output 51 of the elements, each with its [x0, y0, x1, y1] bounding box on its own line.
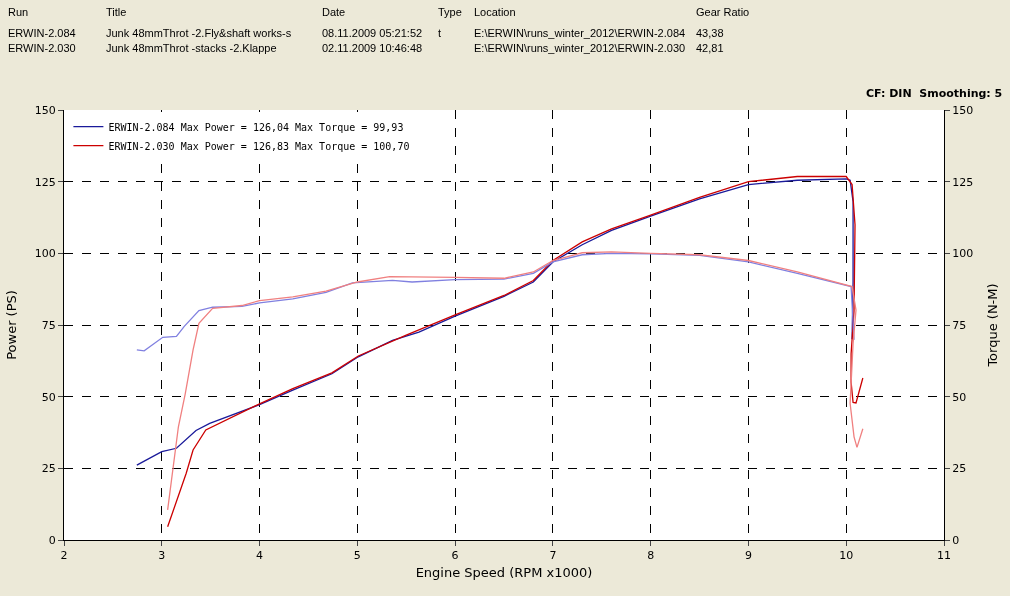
x-tick-label: 3	[158, 549, 166, 563]
text: 08.11.2009 05:21:52	[322, 27, 423, 39]
y-tick-label: 100	[34, 247, 56, 261]
y2-tick-label: 0	[952, 533, 960, 547]
text: Type	[438, 6, 462, 18]
y2-tick-label: 150	[952, 103, 974, 117]
legend-label: ERWIN-2.084 Max Power = 126,04 Max Torque = 99,93	[108, 121, 404, 133]
text: 43,38	[696, 27, 724, 39]
text: Title	[106, 6, 127, 18]
x-tick-label: 4	[256, 549, 264, 563]
y-tick-label: 0	[48, 533, 56, 547]
text: Junk 48mmThrot -2.Fly&shaft works-s	[106, 27, 292, 39]
y-axis-title: Power (PS)	[3, 290, 19, 360]
line-series	[166, 175, 864, 528]
y-tick-label: 75	[41, 318, 56, 332]
y2-tick-label: 125	[952, 175, 974, 189]
text: Run	[8, 6, 29, 18]
x-tick-label: 6	[451, 549, 459, 563]
x-tick-label: 5	[353, 549, 361, 563]
y-tick-label: 50	[41, 390, 56, 404]
y-tick-label: 125	[34, 175, 56, 189]
text: t	[438, 27, 442, 39]
legend-label: ERWIN-2.030 Max Power = 126,83 Max Torque = 100,70	[108, 140, 410, 152]
y2-tick-label: 50	[952, 390, 967, 404]
text: ERWIN-2.084	[8, 27, 76, 39]
y2-tick-label: 25	[952, 462, 967, 476]
y2-tick-label: 75	[952, 318, 967, 332]
line-series	[136, 252, 855, 352]
text: E:\ERWIN\runs_winter_2012\ERWIN-2.084	[474, 27, 686, 39]
text: Date	[322, 6, 346, 18]
text: ERWIN-2.030	[8, 42, 76, 54]
line-series	[136, 178, 854, 466]
text: 02.11.2009 10:46:48	[322, 42, 423, 54]
y2-axis-title: Torque (N-M)	[984, 283, 1000, 368]
line-series	[166, 251, 864, 511]
text: Location	[474, 6, 516, 18]
x-tick-label: 10	[839, 549, 854, 563]
y2-tick-label: 100	[952, 247, 974, 261]
text: CF: DIN Smoothing: 5	[866, 87, 1003, 100]
text: Junk 48mmThrot -stacks -2.Klappe	[106, 42, 277, 54]
x-axis-title: Engine Speed (RPM x1000)	[415, 564, 593, 580]
x-tick-label: 8	[647, 549, 655, 563]
text: E:\ERWIN\runs_winter_2012\ERWIN-2.030	[474, 42, 686, 54]
y-tick-label: 25	[41, 462, 56, 476]
x-tick-label: 2	[60, 549, 68, 563]
text: Gear Ratio	[696, 6, 750, 18]
y-tick-label: 150	[34, 103, 56, 117]
text: 42,81	[696, 42, 724, 54]
x-tick-label: 9	[744, 549, 752, 563]
x-tick-label: 7	[549, 549, 557, 563]
x-tick-label: 11	[937, 549, 951, 563]
